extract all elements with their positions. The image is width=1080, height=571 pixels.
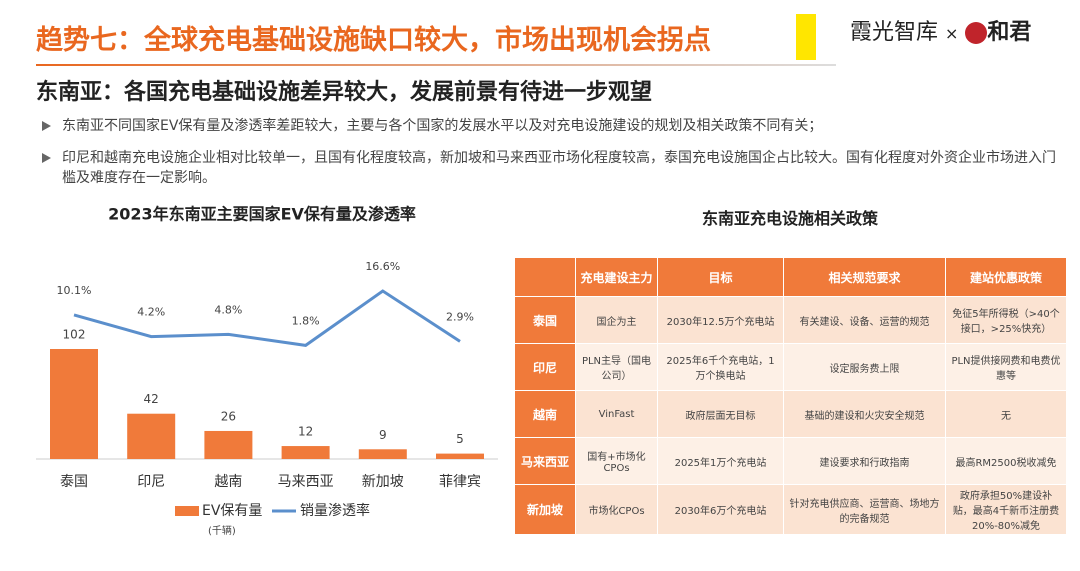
highlight	[796, 14, 816, 60]
bar	[358, 449, 407, 459]
table-cell: 越南	[514, 390, 576, 438]
table-cell: PLN提供接网费和电费优惠等	[945, 343, 1067, 391]
table-cell: 2030年12.5万个充电站	[657, 296, 784, 344]
bar	[50, 349, 98, 459]
table-cell: 免征5年所得税（>40个接口，>25%快充）	[945, 296, 1067, 344]
slide-title: 趋势七：全球充电基础设施缺口较大，市场出现机会拐点	[36, 25, 711, 56]
line-label: 16.6%	[365, 260, 400, 273]
table-cell: 2030年6万个充电站	[657, 484, 784, 535]
subtitle: 东南亚：各国充电基础设施差异较大，发展前景有待进一步观望	[36, 80, 653, 105]
bar-label: 26	[221, 409, 236, 423]
logo: 霞光智库 × 和君	[850, 14, 1031, 46]
table-cell: PLN主导（国电公司）	[575, 343, 658, 391]
line-label: 1.8%	[292, 314, 320, 327]
bar-label: 12	[298, 425, 313, 439]
table-row: 充电建设主力 目标 相关规范要求 建站优惠政策	[514, 257, 1067, 297]
table-cell: 有关建设、设备、运营的规范	[783, 296, 946, 344]
bar	[204, 430, 253, 459]
table-cell: 2025年6千个充电站，1万个换电站	[657, 343, 784, 391]
x-tick-label: 马来西亚	[278, 474, 334, 490]
legend-unit: (千辆)	[208, 524, 236, 537]
table-cell: 印尼	[514, 343, 576, 391]
bar	[127, 413, 176, 459]
table-cell: 建站优惠政策	[945, 257, 1067, 297]
legend-label: 销量渗透率	[300, 502, 370, 519]
bar-label: 5	[456, 432, 464, 446]
table-cell: 泰国	[514, 296, 576, 344]
bar-label: 9	[379, 428, 387, 442]
line-label: 4.2%	[137, 306, 165, 319]
table-cell: 新加坡	[514, 484, 576, 535]
table-row: 新加坡 市场化CPOs 2030年6万个充电站 针对充电供应商、运营商、场地方的完备规…	[514, 484, 1067, 535]
logo-text: 霞光智库	[850, 20, 939, 45]
table-cell: 市场化CPOs	[575, 484, 658, 535]
logo-cross: ×	[945, 24, 959, 43]
chart: 2023年东南亚主要国家EV保有量及渗透率 泰国 102 印尼 42 越南 26 马来西亚 1…	[36, 205, 498, 537]
logo-icon	[965, 22, 988, 44]
bar-label: 42	[144, 392, 159, 406]
x-tick-label: 新加坡	[362, 474, 404, 490]
line	[73, 289, 461, 347]
table-row: 印尼 PLN主导（国电公司） 2025年6千个充电站，1万个换电站 设定服务费上限 PL…	[514, 343, 1067, 391]
policy-table: 充电建设主力 目标 相关规范要求 建站优惠政策 泰国 国企为主 2030年12.5万个充电站…	[514, 257, 1067, 535]
x-tick-label: 印尼	[137, 474, 165, 490]
table-cell: 相关规范要求	[783, 257, 946, 297]
line-label: 4.8%	[214, 303, 242, 316]
bullet: 印尼和越南充电设施企业相对比较单一，且国有化程度较高，新加坡和马来西亚市场化程度…	[40, 148, 1060, 188]
table-row: 泰国 国企为主 2030年12.5万个充电站 有关建设、设备、运营的规范 免征5年所得税…	[514, 296, 1067, 344]
table-cell: 政府层面无目标	[657, 390, 784, 438]
bar-label: 102	[63, 328, 86, 342]
x-tick-label: 菲律宾	[439, 474, 481, 490]
table-cell: 2025年1万个充电站	[657, 437, 784, 485]
x-tick-label: 越南	[214, 474, 242, 490]
bullet-text: 印尼和越南充电设施企业相对比较单一，且国有化程度较高，新加坡和马来西亚市场化程度…	[62, 150, 1056, 186]
table-cell: 国有+市场化CPOs	[575, 437, 658, 485]
table-cell: 目标	[657, 257, 784, 297]
table-cell: 设定服务费上限	[783, 343, 946, 391]
bullet-text: 东南亚不同国家EV保有量及渗透率差距较大，主要与各个国家的发展水平以及对充电设施…	[62, 118, 823, 134]
table-title: 东南亚充电设施相关政策	[701, 209, 878, 228]
table-cell: 基础的建设和火灾安全规范	[783, 390, 946, 438]
bullet: 东南亚不同国家EV保有量及渗透率差距较大，主要与各个国家的发展水平以及对充电设施…	[40, 116, 1060, 136]
table-cell	[514, 257, 576, 297]
table-cell: 充电建设主力	[575, 257, 658, 297]
legend-label: EV保有量	[202, 503, 262, 519]
divider	[36, 64, 836, 66]
chart-title: 2023年东南亚主要国家EV保有量及渗透率	[108, 205, 416, 224]
line-label: 2.9%	[446, 310, 474, 323]
table-cell: 最高RM2500税收减免	[945, 437, 1067, 485]
logo-brand: 和君	[987, 19, 1032, 45]
bar	[281, 446, 330, 459]
x-tick-label: 泰国	[60, 474, 88, 490]
legend-swatch	[175, 506, 199, 516]
table-cell: 无	[945, 390, 1067, 438]
line-label: 10.1%	[57, 284, 92, 297]
table-cell: 建设要求和行政指南	[783, 437, 946, 485]
table-cell: 政府承担50%建设补贴，最高4千新币注册费20%-80%减免	[945, 484, 1067, 535]
bar	[436, 453, 484, 459]
table-cell: 马来西亚	[514, 437, 576, 485]
table-cell: VinFast	[575, 390, 658, 438]
table-cell: 针对充电供应商、运营商、场地方的完备规范	[783, 484, 946, 535]
table-row: 马来西亚 国有+市场化CPOs 2025年1万个充电站 建设要求和行政指南 最高RM25…	[514, 437, 1067, 485]
table-row: 越南 VinFast 政府层面无目标 基础的建设和火灾安全规范无	[514, 390, 1067, 438]
table-cell: 国企为主	[575, 296, 658, 344]
